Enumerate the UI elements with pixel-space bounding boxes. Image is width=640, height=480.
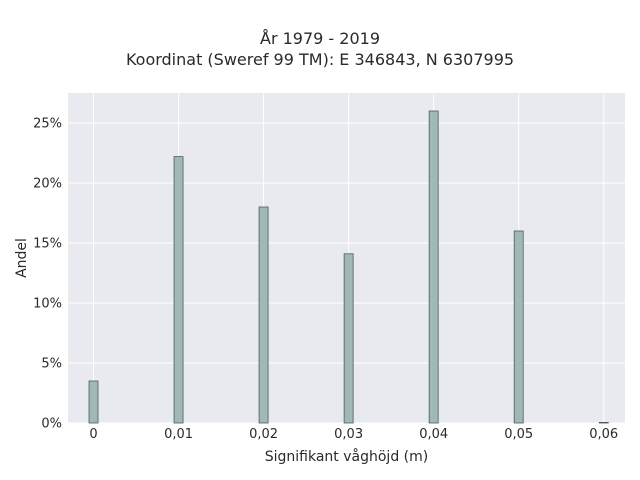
bar (428, 110, 439, 424)
bar (173, 156, 184, 424)
y-tick-label: 15% (33, 237, 62, 252)
chart-title: År 1979 - 2019 (260, 29, 380, 48)
bar (258, 206, 269, 424)
x-tick-label: 0,06 (589, 427, 618, 442)
x-tick-label: 0,02 (249, 427, 278, 442)
x-tick-label: 0,05 (504, 427, 533, 442)
bar (513, 230, 524, 424)
x-tick-label: 0,03 (334, 427, 363, 442)
y-tick-label: 20% (33, 177, 62, 192)
bar (88, 380, 99, 424)
y-tick-label: 10% (33, 297, 62, 312)
y-tick-label: 25% (33, 117, 62, 132)
chart-subtitle: Koordinat (Sweref 99 TM): E 346843, N 63… (125, 50, 515, 69)
x-tick-label: 0 (89, 427, 97, 442)
bar (598, 421, 609, 424)
y-tick-label: 0% (41, 417, 62, 432)
y-tick-labels: 0% 5% 10% 15% 20% 25% (33, 117, 62, 432)
x-tick-label: 0,01 (164, 427, 193, 442)
x-tick-labels: 0 0,01 0,02 0,03 0,04 0,05 0,06 (89, 427, 618, 442)
y-tick-label: 5% (41, 357, 62, 372)
x-tick-label: 0,04 (419, 427, 448, 442)
bar (343, 253, 354, 424)
y-axis-label: Andel (14, 238, 30, 278)
x-axis-label: Signifikant våghöjd (m) (265, 448, 428, 465)
bars (88, 110, 609, 424)
